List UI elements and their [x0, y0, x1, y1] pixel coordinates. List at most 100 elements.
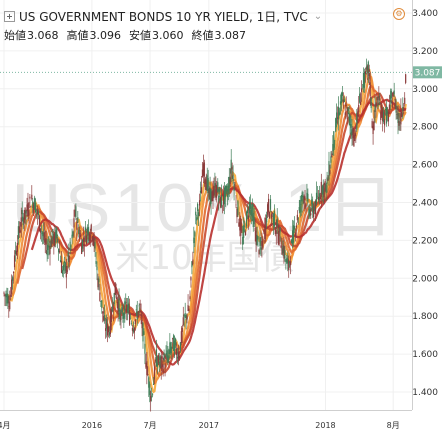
moving-averages	[6, 67, 407, 394]
candle-body	[247, 215, 250, 220]
candle-body	[33, 204, 35, 213]
candle-body	[337, 117, 339, 119]
candle-body	[299, 199, 301, 213]
candle-body	[99, 292, 101, 301]
candle-body	[55, 230, 57, 243]
candle-body	[321, 186, 323, 195]
candle-body	[119, 309, 121, 322]
candle-body	[401, 113, 403, 117]
candle-body	[242, 236, 244, 245]
candle-body	[151, 394, 154, 396]
candle-body	[47, 244, 49, 251]
candle-body	[128, 303, 130, 308]
candle-body	[187, 305, 189, 311]
candle-body	[149, 383, 151, 396]
candle-body	[78, 229, 80, 235]
candle-body	[256, 234, 258, 246]
candle-body	[176, 356, 179, 359]
candle-body	[150, 395, 152, 402]
candle-body	[353, 135, 355, 147]
candle-body	[278, 230, 280, 245]
candle-body	[95, 260, 97, 264]
candle-body	[216, 187, 218, 197]
candle-body	[315, 192, 318, 205]
candle-body	[332, 144, 334, 152]
candle-body	[40, 230, 42, 232]
candle-body	[133, 327, 135, 333]
candle-body	[31, 194, 33, 199]
candle-body	[357, 111, 359, 117]
candle-body	[140, 313, 142, 316]
candle-body	[375, 103, 377, 108]
last-price-label: 3.087	[415, 68, 441, 78]
candle-body	[175, 338, 177, 346]
candle-body	[313, 209, 315, 218]
candle-body	[343, 99, 345, 103]
candle-body	[405, 74, 407, 83]
candle-body	[209, 187, 211, 200]
chevron-down-icon[interactable]: ⌄	[313, 10, 323, 22]
candle-body	[52, 229, 54, 240]
candle-body	[158, 361, 160, 364]
candle-body	[152, 383, 155, 385]
candle-body	[365, 66, 367, 70]
candle-body	[326, 177, 328, 184]
candle-body	[65, 265, 67, 278]
candle-body	[250, 209, 252, 216]
y-tick-label: 2.000	[412, 274, 438, 284]
candle-body	[3, 292, 5, 294]
candle-body	[183, 314, 185, 317]
candle-body	[352, 127, 354, 139]
candle-body	[109, 315, 112, 335]
candle-body	[218, 195, 220, 202]
candle-body	[230, 159, 232, 174]
candle-body	[312, 203, 314, 213]
candle-body	[310, 213, 312, 216]
candle-body	[309, 208, 311, 216]
candle-body	[168, 349, 170, 355]
candle-body	[113, 293, 115, 305]
candle-body	[153, 366, 156, 380]
candle-body	[379, 102, 381, 104]
candle-body	[91, 237, 93, 242]
candle-body	[167, 355, 169, 362]
candle-body	[387, 112, 390, 122]
candle-body	[207, 178, 209, 191]
candle-body	[212, 189, 214, 202]
ohlc-high: 高値3.096	[66, 29, 122, 42]
candle-body	[89, 234, 91, 241]
candle-body	[388, 104, 390, 110]
candle-body	[180, 331, 182, 344]
candle-body	[208, 188, 210, 194]
candle-body	[258, 249, 260, 255]
candle-body	[347, 107, 349, 111]
candle-body	[20, 217, 22, 227]
collapse-icon[interactable]	[4, 10, 15, 22]
candle-body	[265, 217, 267, 234]
candle-body	[383, 119, 386, 126]
settings-icon[interactable]: ⚙	[393, 8, 405, 20]
candle-body	[143, 331, 145, 335]
candle-body	[123, 316, 125, 318]
candle-body	[304, 196, 306, 200]
candle-body	[138, 305, 140, 307]
candle-body	[106, 323, 109, 336]
candle-body	[262, 239, 264, 249]
candle-body	[377, 104, 379, 107]
candle-body	[163, 352, 165, 360]
candle-body	[42, 232, 44, 237]
candle-body	[225, 185, 228, 192]
candle-body	[303, 196, 305, 204]
candle-body	[267, 198, 270, 213]
x-tick-label: 2017	[199, 421, 219, 430]
candle-body	[243, 225, 245, 239]
candle-body	[316, 195, 319, 197]
candle-body	[178, 355, 181, 358]
candle-body	[359, 93, 361, 103]
candle-body	[331, 153, 333, 158]
candle-body	[220, 198, 222, 208]
candle-body	[50, 238, 52, 248]
candle-body	[381, 104, 383, 117]
candle-body	[391, 101, 393, 108]
